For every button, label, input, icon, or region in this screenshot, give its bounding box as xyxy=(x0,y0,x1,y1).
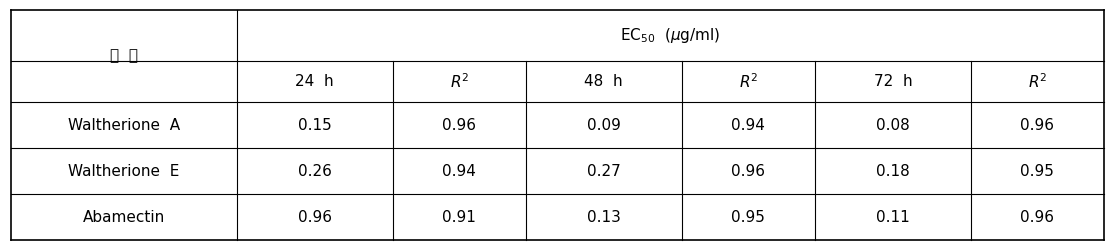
Text: 0.18: 0.18 xyxy=(876,164,910,178)
Text: Waltherione  A: Waltherione A xyxy=(68,118,180,132)
Text: 0.96: 0.96 xyxy=(443,118,476,132)
Text: 24  h: 24 h xyxy=(295,74,334,89)
Text: 0.95: 0.95 xyxy=(1020,164,1055,178)
Text: Abamectin: Abamectin xyxy=(83,210,165,224)
Text: 0.91: 0.91 xyxy=(443,210,476,224)
Text: 0.94: 0.94 xyxy=(731,118,765,132)
Text: 0.96: 0.96 xyxy=(298,210,331,224)
Text: 0.26: 0.26 xyxy=(298,164,331,178)
Text: 0.96: 0.96 xyxy=(1020,210,1055,224)
Text: 0.15: 0.15 xyxy=(298,118,331,132)
Text: 0.09: 0.09 xyxy=(586,118,621,132)
Text: 0.95: 0.95 xyxy=(731,210,765,224)
Text: EC$_{50}$  ($\mu$g/ml): EC$_{50}$ ($\mu$g/ml) xyxy=(620,26,720,45)
Text: 0.11: 0.11 xyxy=(876,210,910,224)
Text: 0.96: 0.96 xyxy=(731,164,765,178)
Text: 48  h: 48 h xyxy=(584,74,623,89)
Text: 0.13: 0.13 xyxy=(586,210,621,224)
Text: $R^2$: $R^2$ xyxy=(738,72,758,91)
Text: 0.96: 0.96 xyxy=(1020,118,1055,132)
Text: 0.94: 0.94 xyxy=(443,164,476,178)
Text: 72  h: 72 h xyxy=(873,74,912,89)
Text: Waltherione  E: Waltherione E xyxy=(68,164,180,178)
Text: $R^2$: $R^2$ xyxy=(449,72,469,91)
Text: 0.08: 0.08 xyxy=(876,118,910,132)
Text: 구  분: 구 분 xyxy=(110,48,138,64)
Text: $R^2$: $R^2$ xyxy=(1028,72,1047,91)
Text: 0.27: 0.27 xyxy=(586,164,621,178)
